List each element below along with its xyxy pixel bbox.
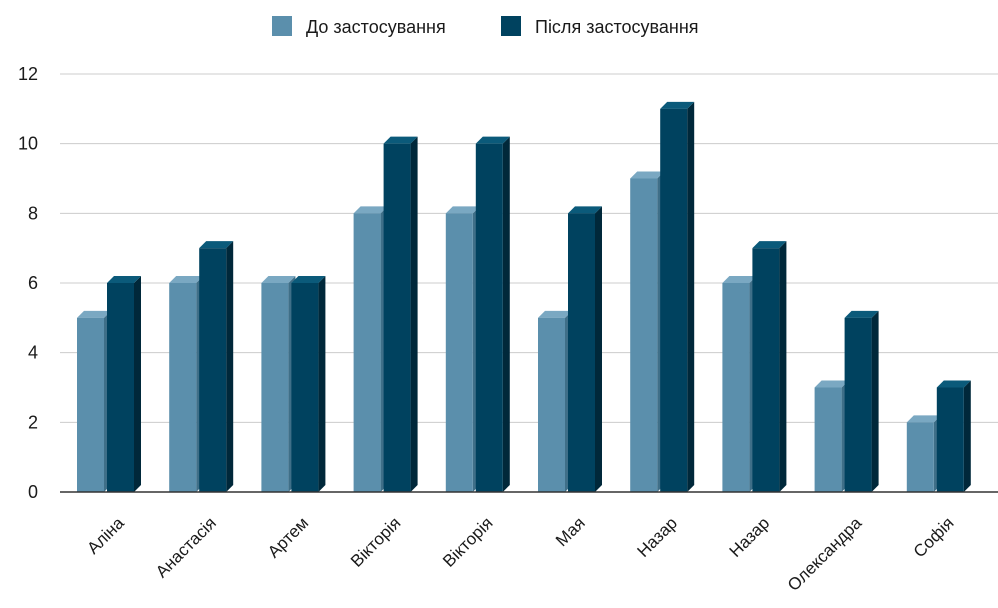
bar-after (291, 276, 326, 492)
bar-before (169, 276, 204, 492)
bar-after (199, 241, 234, 492)
bar-before (538, 310, 572, 492)
y-tick-label: 10 (18, 134, 38, 154)
x-tick-label: Назар (633, 513, 681, 561)
bar-top (383, 136, 418, 144)
bar-front (353, 213, 381, 493)
bar-before (906, 415, 941, 492)
bar-front (660, 108, 688, 492)
bar-before (814, 380, 849, 492)
bar-side (318, 276, 326, 492)
bar-front (568, 213, 595, 493)
bar-front (844, 317, 872, 492)
bar-side (502, 136, 510, 492)
bar-top (77, 310, 111, 318)
bar-top (291, 276, 326, 283)
bar-side (595, 206, 602, 493)
bar-side (779, 241, 787, 492)
y-tick-label: 12 (18, 64, 38, 84)
bar-top (199, 241, 234, 249)
bar-front (752, 248, 780, 492)
bar-front (445, 213, 473, 493)
bar-before (630, 171, 665, 492)
bar-front (630, 178, 658, 492)
bar-top (261, 276, 296, 283)
x-tick-label: Назар (726, 513, 774, 561)
bar-side (410, 136, 418, 492)
x-tick-label: Вікторія (439, 513, 496, 570)
bar-top (107, 276, 141, 283)
x-tick-label: Артем (264, 513, 312, 561)
legend: До застосування Після застосування (272, 16, 699, 37)
bar-front (475, 143, 503, 492)
bar-front (538, 317, 565, 492)
bar-front (814, 387, 842, 492)
y-tick-label: 6 (28, 273, 38, 293)
bar-front (77, 317, 104, 492)
bar-top (568, 206, 602, 214)
bar-after (752, 241, 787, 492)
bar-side (687, 101, 695, 492)
bar-top (844, 310, 879, 318)
legend-swatch-after (501, 16, 521, 36)
bars (77, 101, 971, 493)
bar-side (134, 276, 141, 492)
bar-side (963, 380, 971, 492)
x-tick-label: Аліна (83, 513, 128, 558)
bar-side (871, 310, 879, 492)
x-tick-label: Вікторія (347, 513, 404, 570)
bar-top (630, 171, 665, 179)
bar-top (660, 101, 695, 109)
bar-front (291, 283, 319, 492)
legend-label-after: Після застосування (535, 17, 699, 37)
bar-front (936, 387, 964, 492)
bar-after (568, 206, 602, 493)
bar-top (936, 380, 971, 388)
legend-swatch-before (272, 16, 292, 36)
bar-front (261, 283, 289, 492)
bar-front (199, 248, 227, 492)
bar-top (445, 206, 480, 214)
bar-after (475, 136, 510, 492)
bar-front (722, 283, 750, 492)
bar-top (814, 380, 849, 388)
y-tick-label: 2 (28, 412, 38, 432)
y-axis: 0 2 4 6 8 10 12 (18, 64, 38, 502)
bar-before (261, 276, 296, 492)
bar-top (906, 415, 941, 423)
bar-before (353, 206, 388, 493)
bar-before (77, 310, 111, 492)
bar-before (445, 206, 480, 493)
bar-top (353, 206, 388, 214)
bar-top (538, 310, 572, 318)
bar-top (752, 241, 787, 249)
bar-top (722, 276, 757, 283)
bar-top (475, 136, 510, 144)
bar-side (226, 241, 234, 492)
bar-front (906, 422, 934, 492)
x-axis: Аліна Анастасія Артем Вікторія Вікторія Мая На… (83, 513, 957, 595)
bar-before (722, 276, 757, 492)
y-tick-label: 8 (28, 203, 38, 223)
x-tick-label: Олександра (784, 513, 866, 595)
x-tick-label: Мая (552, 513, 589, 550)
y-tick-label: 0 (28, 482, 38, 502)
bar-front (383, 143, 411, 492)
bar-after (844, 310, 879, 492)
bar-front (107, 283, 134, 492)
x-tick-label: Анастасія (152, 513, 220, 581)
bar-top (169, 276, 204, 283)
bar-after (383, 136, 418, 492)
bar-after (107, 276, 141, 492)
bar-front (169, 283, 197, 492)
bar-after (660, 101, 695, 492)
legend-label-before: До застосування (306, 17, 446, 37)
x-tick-label: Софія (910, 513, 958, 561)
y-tick-label: 4 (28, 343, 38, 363)
bar-after (936, 380, 971, 492)
